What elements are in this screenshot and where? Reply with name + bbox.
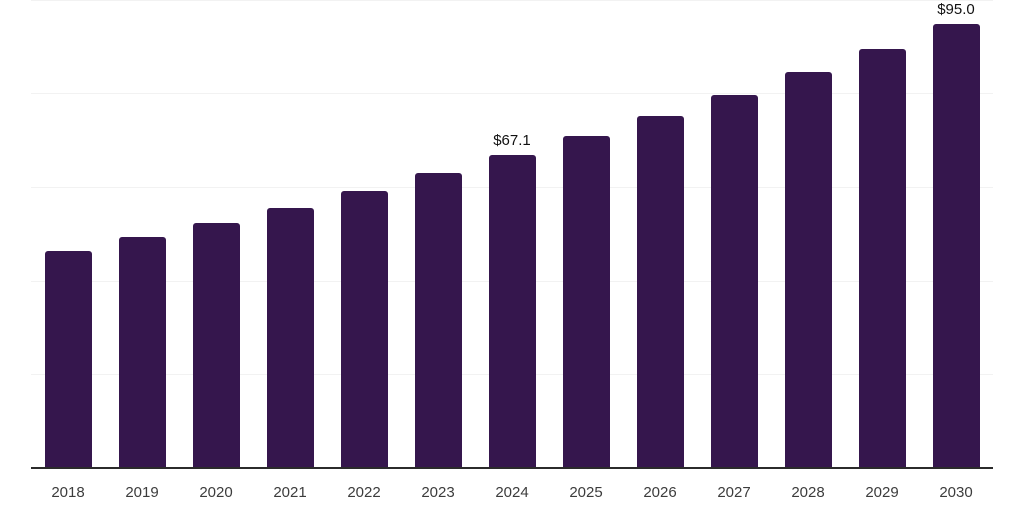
plot-area: $67.1 $95.0 (31, 0, 993, 469)
bar-2024 (488, 154, 536, 469)
gridline-80 (31, 93, 993, 95)
bar-2021 (266, 207, 314, 469)
bar-2019 (118, 237, 166, 469)
x-tick-label-2018: 2018 (51, 484, 85, 501)
x-tick-label-2025: 2025 (569, 484, 603, 501)
bar-2025 (562, 135, 610, 469)
x-tick-label-2029: 2029 (865, 484, 899, 501)
x-tick-label-2021: 2021 (273, 484, 307, 501)
x-tick-label-2022: 2022 (347, 484, 381, 501)
bar-2023 (414, 173, 462, 469)
gridline-100 (31, 0, 993, 1)
bar-value-label-2024: $67.1 (493, 131, 531, 149)
x-tick-label-2028: 2028 (791, 484, 825, 501)
x-tick-label-2026: 2026 (643, 484, 677, 501)
x-tick-label-2019: 2019 (125, 484, 159, 501)
x-tick-label-2023: 2023 (421, 484, 455, 501)
bar-value-label-2030: $95.0 (937, 0, 975, 18)
x-tick-label-2020: 2020 (199, 484, 233, 501)
x-tick-label-2027: 2027 (717, 484, 751, 501)
bar-2020 (192, 223, 240, 469)
x-tick-label-2030: 2030 (939, 484, 973, 501)
x-tick-label-2024: 2024 (495, 484, 529, 501)
bar-2030 (932, 23, 980, 469)
x-axis-line (31, 467, 993, 469)
bar-2028 (784, 71, 832, 469)
bar-2022 (340, 191, 388, 469)
bar-2026 (636, 116, 684, 469)
bar-2018 (44, 251, 92, 469)
bar-2029 (858, 48, 906, 469)
x-axis-tick-labels: 2018 2019 2020 2021 2022 2023 2024 2025 2026 2027… (31, 483, 993, 505)
bar-2027 (710, 94, 758, 469)
